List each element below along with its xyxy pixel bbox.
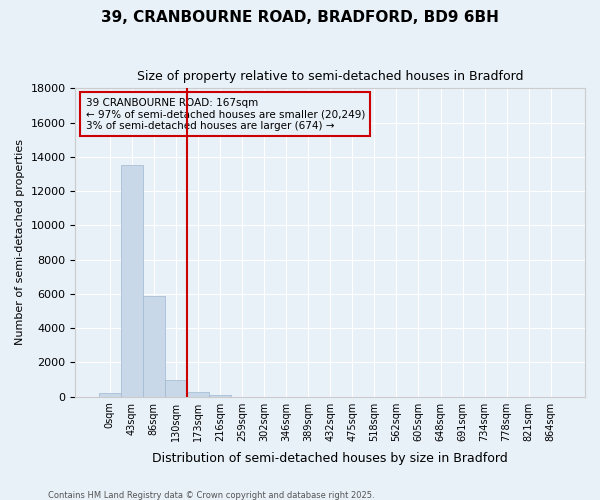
- Text: 39, CRANBOURNE ROAD, BRADFORD, BD9 6BH: 39, CRANBOURNE ROAD, BRADFORD, BD9 6BH: [101, 10, 499, 25]
- Y-axis label: Number of semi-detached properties: Number of semi-detached properties: [15, 140, 25, 346]
- Bar: [187, 392, 209, 396]
- Text: Contains HM Land Registry data © Crown copyright and database right 2025.: Contains HM Land Registry data © Crown c…: [48, 490, 374, 500]
- Bar: [98, 393, 121, 396]
- X-axis label: Distribution of semi-detached houses by size in Bradford: Distribution of semi-detached houses by …: [152, 452, 508, 465]
- Bar: [143, 296, 165, 396]
- Bar: [165, 380, 187, 396]
- Bar: [209, 395, 231, 396]
- Text: 39 CRANBOURNE ROAD: 167sqm
← 97% of semi-detached houses are smaller (20,249)
3%: 39 CRANBOURNE ROAD: 167sqm ← 97% of semi…: [86, 98, 365, 131]
- Bar: [121, 166, 143, 396]
- Title: Size of property relative to semi-detached houses in Bradford: Size of property relative to semi-detach…: [137, 70, 523, 83]
